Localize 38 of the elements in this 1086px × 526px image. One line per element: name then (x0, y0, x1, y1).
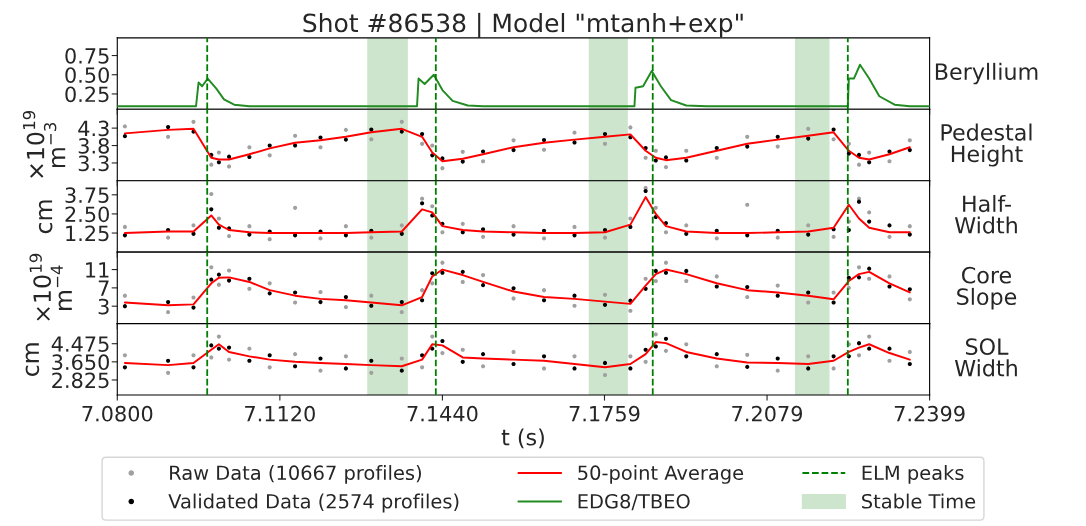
y-tick-label: 3.75 (65, 187, 109, 204)
x-axis-title: t (s) (501, 428, 544, 449)
y-tick-label: 0.25 (65, 86, 109, 103)
y-axis-title: cm (38, 200, 53, 234)
y-tick-label: 3.3 (78, 155, 109, 172)
x-tick-label: 7.1440 (407, 405, 478, 422)
y-tick-label: 3.650 (52, 354, 109, 371)
x-tick-label: 7.0800 (82, 405, 153, 422)
text: Beryllium (935, 62, 1038, 85)
y-tick-label: 0.50 (65, 67, 109, 83)
x-tick-label: 7.1759 (569, 405, 640, 422)
y-tick-label: 3 (98, 298, 109, 315)
text: ×10$^{19}$ m$^{−3}$ (22, 110, 66, 178)
legend-label: ELM peaks (862, 465, 964, 484)
text: Pedestal Height (941, 123, 1032, 167)
y-tick-label: 0.75 (65, 47, 109, 64)
y-tick-label: 7 (98, 280, 109, 296)
legend-label: 50-point Average (578, 465, 744, 484)
legend-label: Stable Time (862, 493, 976, 509)
y-tick-label: 2.50 (65, 206, 109, 223)
x-tick-label: 7.1120 (245, 405, 315, 422)
text: ×10$^{19}$ m$^{−4}$ (29, 253, 72, 321)
x-tick-label: 7.2399 (894, 405, 965, 422)
y-tick-label: 2.825 (52, 372, 109, 389)
chart-title: Shot #86538 | Model "mtanh+exp" (303, 12, 743, 38)
y-tick-label: 11 (86, 262, 109, 278)
legend-label: Raw Data (10667 profiles) (170, 465, 421, 484)
y-tick-label: 1.25 (66, 225, 109, 242)
text: SOL Width (954, 338, 1017, 377)
legend-label: EDG8/TBEO (578, 493, 690, 511)
y-tick-label: 4.475 (51, 336, 109, 352)
text: Core Slope (957, 266, 1017, 310)
x-tick-label: 7.2079 (732, 405, 803, 422)
y-tick-label: 4.3 (78, 120, 109, 137)
y-tick-label: 3.8 (78, 137, 109, 154)
y-axis-title: cm (25, 343, 40, 376)
text: Half- Width (954, 194, 1017, 234)
legend-label: Validated Data (2574 profiles) (168, 493, 459, 513)
